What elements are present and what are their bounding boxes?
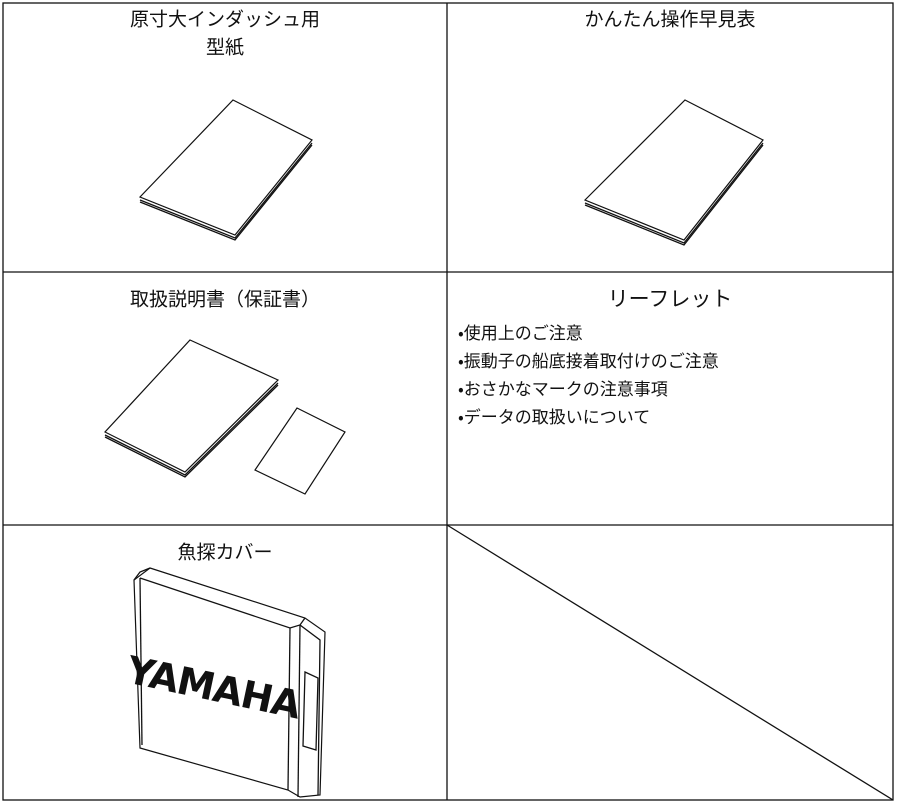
cell-title: かんたん操作早見表 bbox=[584, 9, 755, 31]
empty-cell-diagonal bbox=[446, 524, 894, 801]
booklet-illustration bbox=[583, 99, 764, 246]
cell-title: 原寸大インダッシュ用 bbox=[130, 9, 320, 31]
leaflet-item: ・振動子の船底接着取付けのご注意 bbox=[458, 352, 719, 372]
leaflet-item: ・おさかなマークの注意事項 bbox=[458, 380, 668, 400]
leaflet-item: ・データの取扱いについて bbox=[458, 407, 650, 428]
booklet-illustration bbox=[138, 99, 313, 241]
cell-title: 魚探カバー bbox=[177, 542, 272, 564]
cell-title: 取扱説明書（保証書） bbox=[130, 289, 320, 311]
manual-illustration bbox=[104, 339, 346, 495]
leaflet-item: ・使用上のご注意 bbox=[458, 323, 583, 344]
cell-title: 型紙 bbox=[206, 37, 244, 59]
cover-illustration: YAMAHA bbox=[122, 567, 326, 798]
cell-title: リーフレット bbox=[608, 287, 733, 311]
